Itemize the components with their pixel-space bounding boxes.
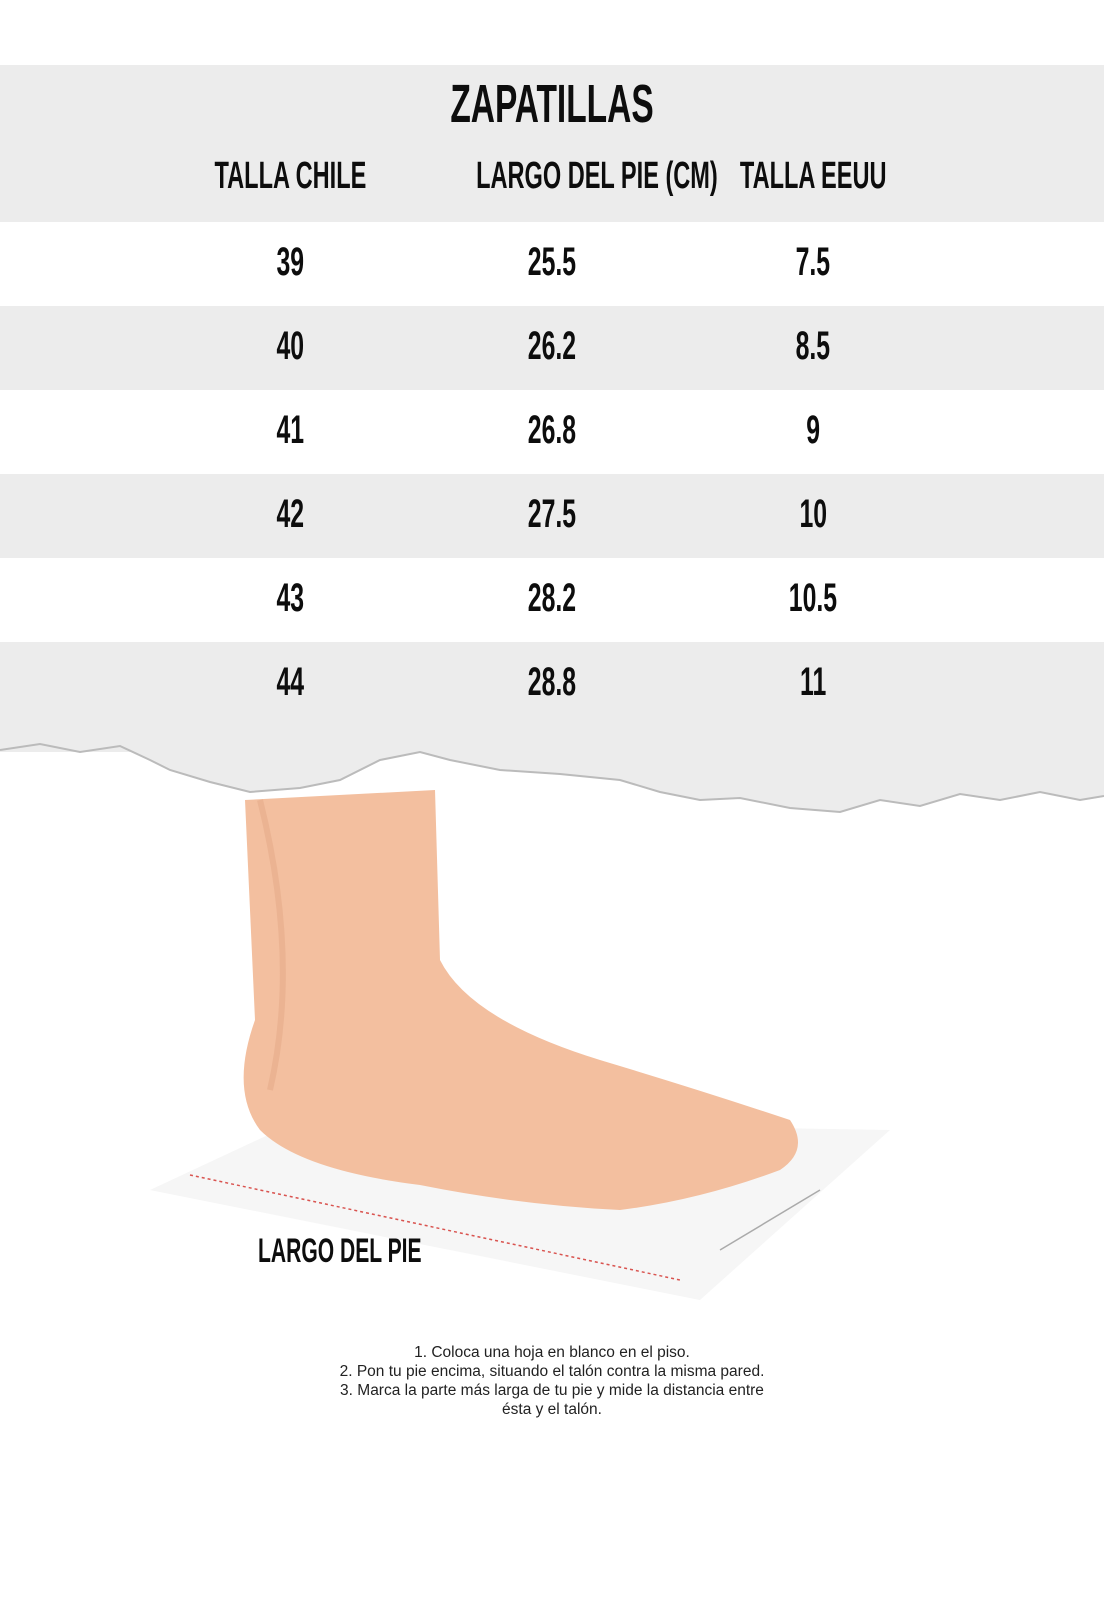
- instruction-line: 2. Pon tu pie encima, situando el talón …: [339, 1363, 765, 1380]
- talla-chile-cell: 39: [276, 240, 304, 284]
- talla-chile-cell: 44: [276, 660, 304, 704]
- table-row: 39 25.5 7.5: [0, 222, 1104, 306]
- table-row: 41 26.8 9: [0, 390, 1104, 474]
- talla-eeuu-cell: 11: [799, 660, 827, 704]
- table-row: 40 26.2 8.5: [0, 306, 1104, 390]
- largo-pie-cell: 28.8: [527, 660, 577, 704]
- talla-chile-cell: 42: [276, 492, 304, 536]
- foot-illustration: [150, 790, 890, 1300]
- foot-length-label: LARGO DEL PIE: [258, 1232, 422, 1270]
- talla-eeuu-cell: 7.5: [795, 240, 831, 284]
- largo-pie-cell: 26.2: [527, 324, 577, 368]
- instruction-line: ésta y el talón.: [502, 1401, 602, 1418]
- instruction-line: 3. Marca la parte más larga de tu pie y …: [340, 1382, 764, 1399]
- talla-chile-cell: 43: [276, 576, 304, 620]
- talla-eeuu-cell: 8.5: [795, 324, 831, 368]
- talla-eeuu-cell: 9: [806, 408, 820, 452]
- talla-eeuu-cell: 10: [799, 492, 827, 536]
- torn-paper-edge: [0, 730, 1104, 814]
- instructions: 1. Coloca una hoja en blanco en el piso.…: [0, 1343, 1104, 1419]
- instruction-line: 1. Coloca una hoja en blanco en el piso.: [414, 1344, 690, 1361]
- largo-pie-cell: 25.5: [527, 240, 577, 284]
- table-row: 43 28.2 10.5: [0, 558, 1104, 642]
- page-title: ZAPATILLAS: [450, 74, 654, 134]
- column-header-talla-chile: TALLA CHILE: [214, 155, 366, 197]
- largo-pie-cell: 26.8: [527, 408, 577, 452]
- table-header: ZAPATILLAS TALLA CHILE LARGO DEL PIE (CM…: [0, 65, 1104, 222]
- column-header-talla-eeuu: TALLA EEUU: [739, 155, 887, 197]
- talla-chile-cell: 40: [276, 324, 304, 368]
- table-row: 44 28.8 11: [0, 642, 1104, 726]
- largo-pie-cell: 28.2: [527, 576, 577, 620]
- column-header-largo-pie: LARGO DEL PIE (CM): [476, 155, 718, 197]
- foot: [243, 790, 799, 1210]
- table-row: 42 27.5 10: [0, 474, 1104, 558]
- largo-pie-cell: 27.5: [527, 492, 577, 536]
- talla-eeuu-cell: 10.5: [788, 576, 838, 620]
- talla-chile-cell: 41: [276, 408, 304, 452]
